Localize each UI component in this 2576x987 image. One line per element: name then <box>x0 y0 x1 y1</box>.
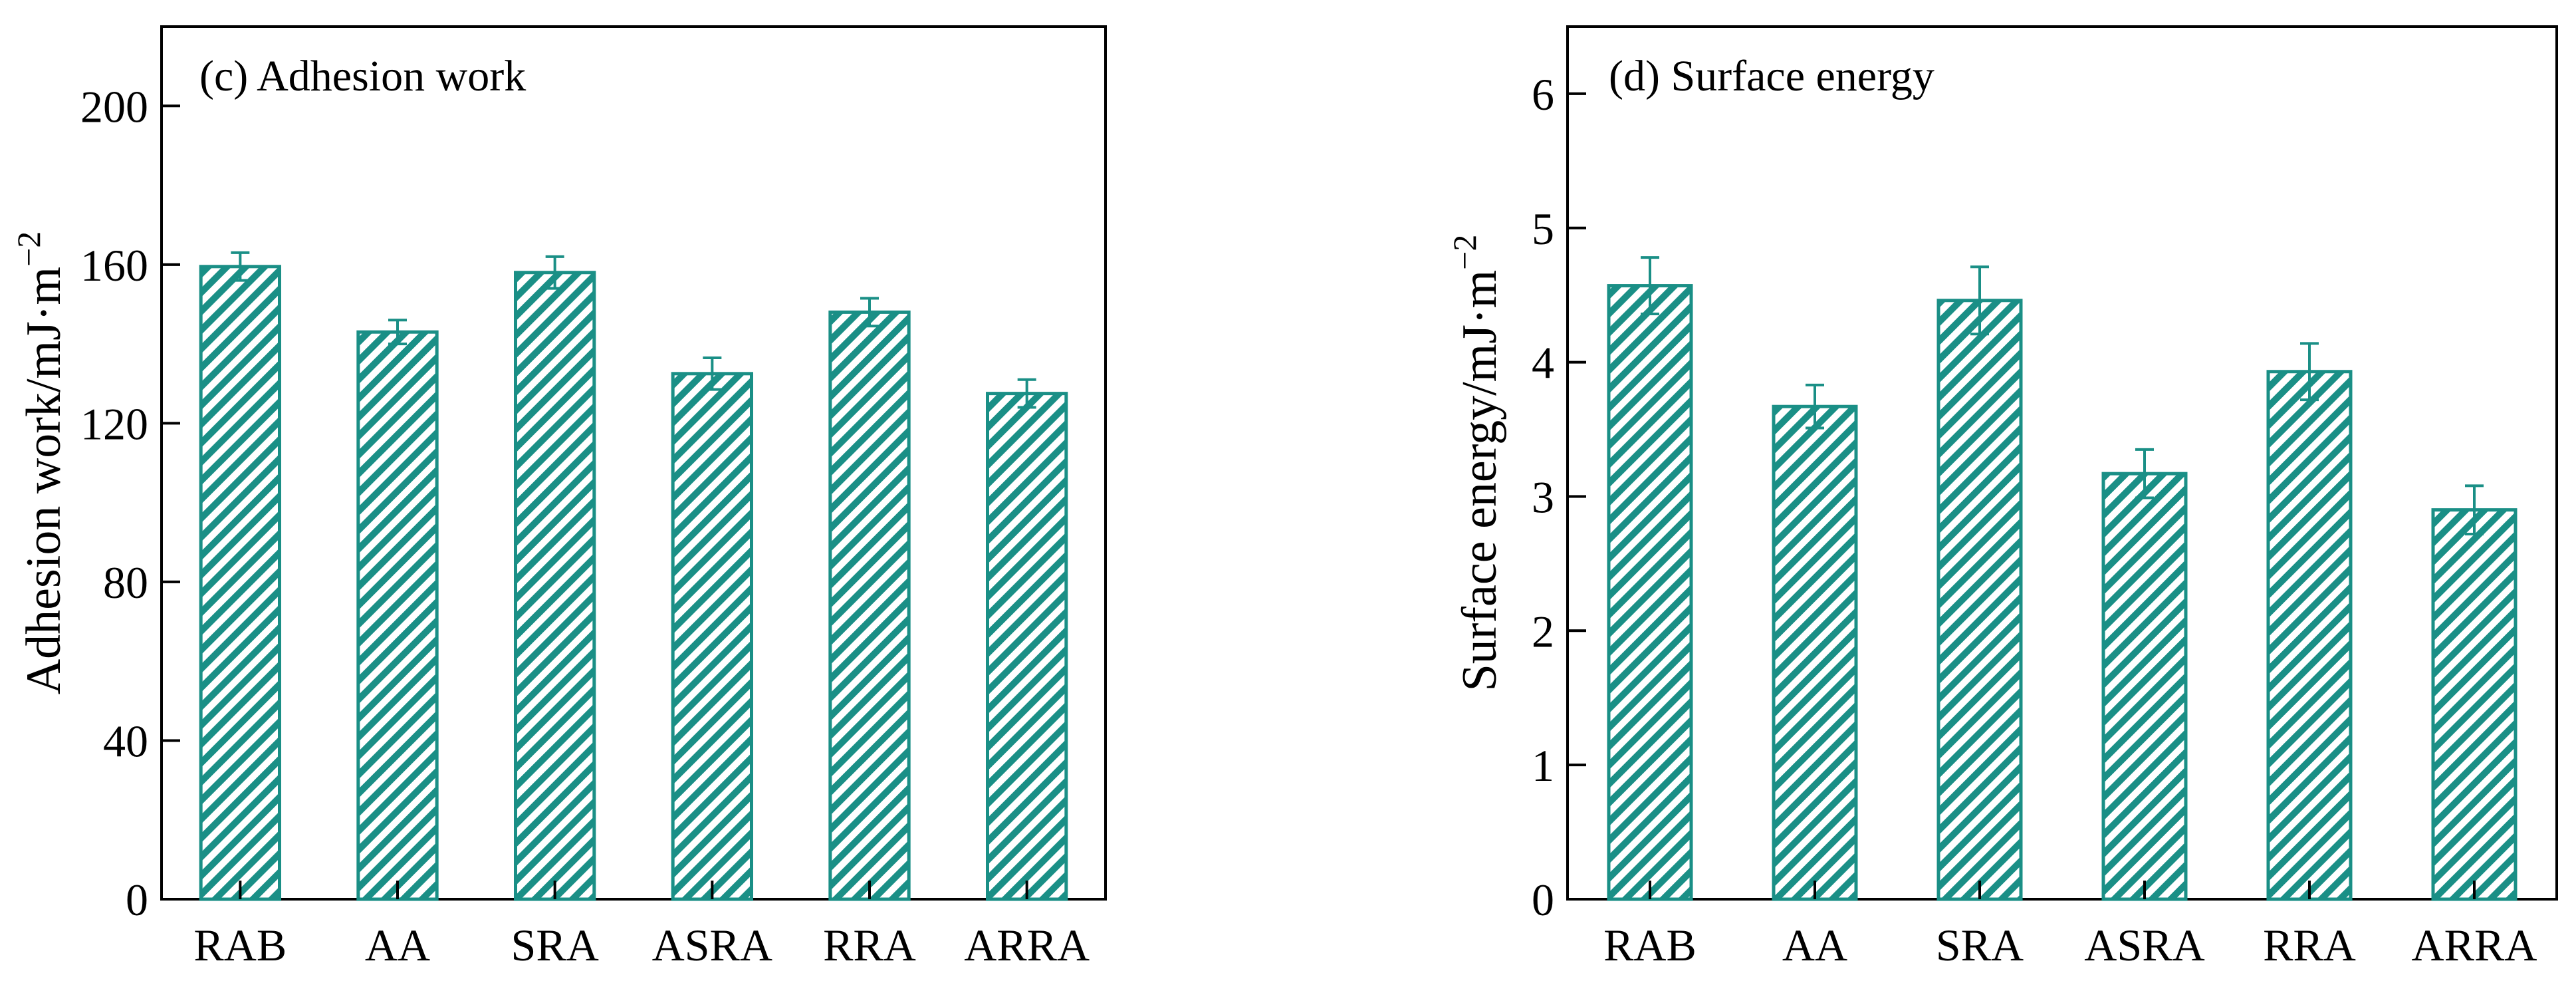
y-tick-label: 4 <box>1532 338 1554 388</box>
y-tick-label: 5 <box>1532 204 1554 254</box>
bar-sra <box>1936 299 2023 901</box>
y-axis-label-superscript: −2 <box>10 231 47 267</box>
y-axis-label: Surface energy/mJ·m−2 <box>1446 235 1507 692</box>
plot-frame <box>160 25 1107 901</box>
bars: RAB AA SRA ASRA RRA ARRA <box>193 251 1090 970</box>
bar-arra <box>2431 508 2517 901</box>
chart-title: (c) Adhesion work <box>199 52 526 100</box>
bar-rab <box>199 265 281 901</box>
x-tick-label-rra: RRA <box>823 920 916 970</box>
x-tick-label-arra: ARRA <box>964 920 1090 970</box>
x-tick-label-aa: AA <box>365 920 430 970</box>
plot-frame <box>1566 25 2558 901</box>
surface-energy-panel: (d) Surface energy Surface energy/mJ·m−2… <box>1446 25 2558 970</box>
x-tick-label-asra: ASRA <box>652 920 772 970</box>
y-axis-ticks: 0 1 2 3 4 5 6 <box>1532 69 1586 925</box>
y-tick-label: 120 <box>80 398 148 449</box>
y-axis-ticks: 0 40 80 120 160 200 <box>80 81 180 925</box>
bar-arra <box>986 392 1068 901</box>
y-tick-label: 2 <box>1532 606 1554 656</box>
y-tick-label: 200 <box>80 81 148 132</box>
y-tick-label: 40 <box>103 716 148 766</box>
y-tick-label: 6 <box>1532 69 1554 120</box>
y-tick-label: 0 <box>1532 875 1554 925</box>
adhesion-work-panel: (c) Adhesion work Adhesion work/mJ·m−2 0… <box>10 25 1107 970</box>
bar-asra <box>2101 472 2188 901</box>
y-tick-label: 160 <box>80 240 148 291</box>
bars: RAB AA SRA ASRA RRA ARRA <box>1603 256 2537 970</box>
y-tick-label: 1 <box>1532 740 1554 791</box>
x-tick-label-sra: SRA <box>511 920 599 970</box>
y-tick-label: 80 <box>103 557 148 608</box>
x-tick-label-rab: RAB <box>193 920 287 970</box>
bar-rra <box>828 310 911 901</box>
x-tick-label-aa: AA <box>1782 920 1847 970</box>
y-axis-label-superscript: −2 <box>1446 235 1483 270</box>
bar-rra <box>2266 370 2353 901</box>
y-tick-label: 0 <box>126 875 148 925</box>
x-tick-label-rra: RRA <box>2263 920 2356 970</box>
bar-sra <box>514 271 596 901</box>
y-axis-label: Adhesion work/mJ·m−2 <box>10 231 71 695</box>
y-tick-label: 3 <box>1532 472 1554 522</box>
x-tick-label-asra: ASRA <box>2084 920 2204 970</box>
bar-rab <box>1607 284 1693 901</box>
bar-asra <box>671 372 754 901</box>
x-tick-label-rab: RAB <box>1603 920 1697 970</box>
bar-aa <box>356 330 439 901</box>
chart-title: (d) Surface energy <box>1609 52 1934 100</box>
x-tick-label-arra: ARRA <box>2412 920 2537 970</box>
bar-aa <box>1772 404 1858 901</box>
x-tick-label-sra: SRA <box>1936 920 2024 970</box>
